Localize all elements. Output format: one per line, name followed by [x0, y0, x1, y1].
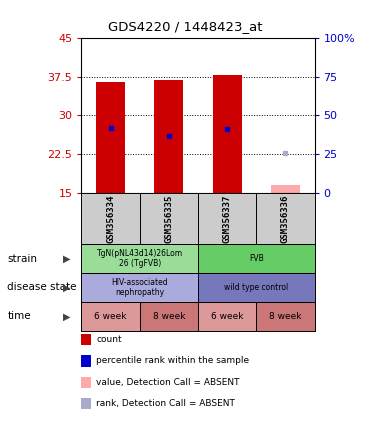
Text: value, Detection Call = ABSENT: value, Detection Call = ABSENT — [96, 378, 240, 387]
Bar — [154, 80, 184, 193]
Text: GSM356337: GSM356337 — [223, 194, 232, 243]
Text: GSM356336: GSM356336 — [281, 194, 290, 243]
Bar — [140, 302, 198, 331]
Text: HIV-associated
nephropathy: HIV-associated nephropathy — [111, 278, 168, 297]
Bar — [198, 273, 314, 302]
Bar — [212, 75, 242, 193]
Text: FVB: FVB — [249, 254, 263, 263]
Text: count: count — [96, 335, 122, 344]
Text: wild type control: wild type control — [224, 283, 288, 292]
Text: strain: strain — [7, 254, 37, 264]
Text: time: time — [7, 311, 31, 321]
Text: TgN(pNL43d14)26Lom
26 (TgFVB): TgN(pNL43d14)26Lom 26 (TgFVB) — [97, 249, 183, 268]
Bar — [96, 82, 125, 193]
Bar — [198, 302, 256, 331]
Text: 6 week: 6 week — [211, 312, 243, 321]
Text: 6 week: 6 week — [94, 312, 127, 321]
Bar — [81, 244, 198, 273]
Text: 8 week: 8 week — [152, 312, 185, 321]
Bar — [256, 302, 314, 331]
Bar — [198, 244, 314, 273]
Text: ▶: ▶ — [63, 311, 70, 321]
Text: GSM356335: GSM356335 — [164, 194, 173, 243]
Text: rank, Detection Call = ABSENT: rank, Detection Call = ABSENT — [96, 399, 235, 408]
Text: ▶: ▶ — [63, 282, 70, 293]
Text: disease state: disease state — [7, 282, 77, 293]
Text: ▶: ▶ — [63, 254, 70, 264]
Text: percentile rank within the sample: percentile rank within the sample — [96, 357, 249, 365]
Bar — [271, 186, 300, 193]
Bar — [81, 273, 198, 302]
Bar — [81, 302, 140, 331]
Text: 8 week: 8 week — [269, 312, 302, 321]
Text: GSM356334: GSM356334 — [106, 194, 115, 243]
Text: GDS4220 / 1448423_at: GDS4220 / 1448423_at — [108, 20, 262, 33]
